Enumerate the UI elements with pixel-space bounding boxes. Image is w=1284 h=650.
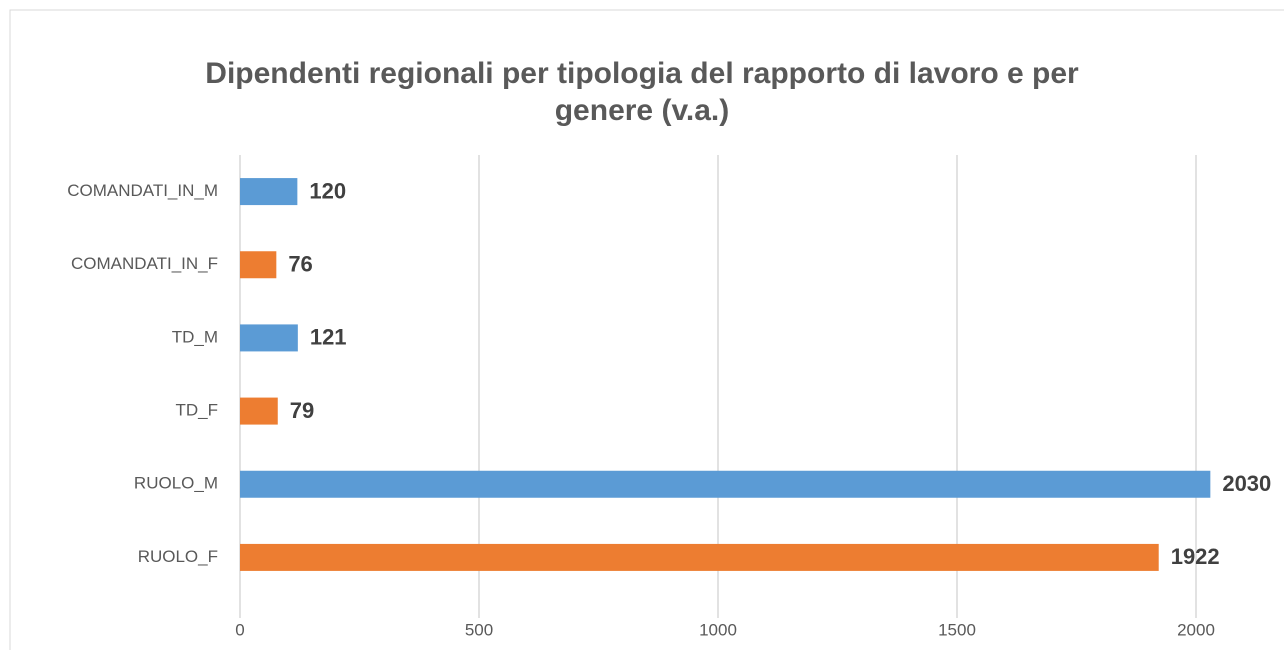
bar [240, 324, 298, 352]
bar [240, 470, 1211, 498]
x-tick-label: 500 [465, 620, 493, 639]
y-tick-label: RUOLO_F [138, 547, 218, 566]
y-tick-label: COMANDATI_IN_F [71, 254, 218, 273]
data-label: 120 [309, 178, 346, 203]
bar [240, 178, 298, 206]
data-label: 79 [290, 398, 314, 423]
x-tick-label: 1000 [699, 620, 737, 639]
y-tick-label: TD_F [176, 401, 219, 420]
data-label: 1922 [1171, 544, 1220, 569]
chart-title: Dipendenti regionali per tipologia del r… [205, 57, 1079, 127]
y-tick-label: RUOLO_M [134, 474, 218, 493]
bar [240, 251, 277, 279]
x-tick-label: 2000 [1177, 620, 1215, 639]
data-label: 121 [310, 325, 347, 350]
x-tick-label: 1500 [938, 620, 976, 639]
data-label: 2030 [1222, 471, 1271, 496]
y-tick-label: COMANDATI_IN_M [67, 181, 218, 200]
y-tick-label: TD_M [172, 327, 218, 346]
x-tick-label: 0 [235, 620, 244, 639]
bar [240, 397, 278, 425]
bar [240, 543, 1159, 571]
chart-frame [9, 9, 1284, 650]
data-label: 76 [288, 252, 312, 277]
